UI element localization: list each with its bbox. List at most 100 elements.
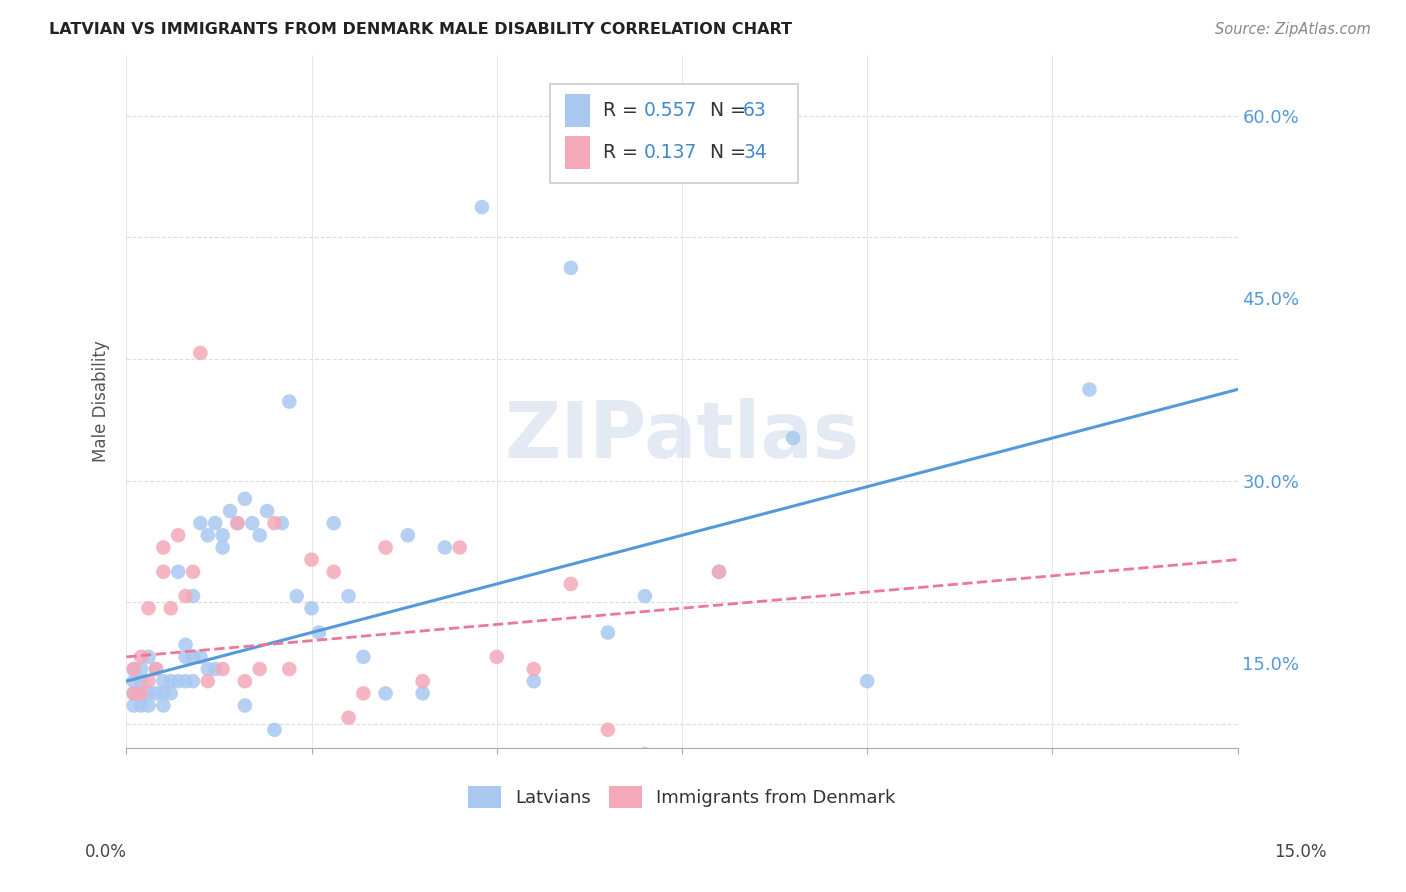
Point bbox=[174, 638, 197, 652]
Point bbox=[145, 662, 167, 676]
Text: ZIPatlas: ZIPatlas bbox=[505, 398, 859, 475]
Point bbox=[233, 674, 256, 689]
Point bbox=[138, 698, 160, 713]
Point bbox=[138, 649, 160, 664]
FancyBboxPatch shape bbox=[565, 94, 589, 128]
Point bbox=[226, 516, 249, 530]
Point bbox=[211, 541, 233, 555]
Point bbox=[412, 686, 434, 700]
Point bbox=[707, 565, 730, 579]
Point bbox=[152, 686, 174, 700]
Point bbox=[322, 516, 344, 530]
Text: 63: 63 bbox=[744, 101, 766, 120]
Point bbox=[129, 698, 152, 713]
Point bbox=[129, 674, 152, 689]
Point bbox=[352, 686, 374, 700]
Point bbox=[596, 625, 619, 640]
Text: R =: R = bbox=[603, 143, 644, 161]
Point bbox=[233, 491, 256, 506]
Text: 0.0%: 0.0% bbox=[84, 843, 127, 861]
Point bbox=[449, 541, 471, 555]
Point bbox=[122, 686, 145, 700]
Point bbox=[560, 260, 582, 275]
Point bbox=[233, 698, 256, 713]
Point bbox=[129, 662, 152, 676]
Text: 0.557: 0.557 bbox=[644, 101, 697, 120]
Point bbox=[433, 541, 456, 555]
Point bbox=[523, 662, 546, 676]
Point bbox=[301, 552, 323, 566]
Point bbox=[190, 346, 212, 360]
Text: 15.0%: 15.0% bbox=[1274, 843, 1327, 861]
Point bbox=[523, 674, 546, 689]
Point bbox=[167, 674, 190, 689]
Text: LATVIAN VS IMMIGRANTS FROM DENMARK MALE DISABILITY CORRELATION CHART: LATVIAN VS IMMIGRANTS FROM DENMARK MALE … bbox=[49, 22, 792, 37]
Point bbox=[190, 649, 212, 664]
Point bbox=[174, 674, 197, 689]
Point bbox=[122, 686, 145, 700]
Text: 0.137: 0.137 bbox=[644, 143, 697, 161]
Point bbox=[1078, 383, 1101, 397]
Point bbox=[174, 649, 197, 664]
Point bbox=[181, 674, 204, 689]
Text: R =: R = bbox=[603, 101, 644, 120]
Point bbox=[174, 589, 197, 603]
Point bbox=[129, 686, 152, 700]
Point bbox=[256, 504, 278, 518]
Point bbox=[167, 528, 190, 542]
Y-axis label: Male Disability: Male Disability bbox=[93, 341, 110, 462]
Point bbox=[856, 674, 879, 689]
Text: N =: N = bbox=[697, 101, 751, 120]
Point bbox=[226, 516, 249, 530]
Point bbox=[152, 698, 174, 713]
Point bbox=[122, 674, 145, 689]
Point bbox=[211, 528, 233, 542]
Point bbox=[122, 698, 145, 713]
Point bbox=[412, 674, 434, 689]
Point bbox=[782, 431, 804, 445]
Point bbox=[152, 541, 174, 555]
Text: Source: ZipAtlas.com: Source: ZipAtlas.com bbox=[1215, 22, 1371, 37]
Point bbox=[278, 662, 301, 676]
Point bbox=[159, 674, 181, 689]
Point bbox=[145, 686, 167, 700]
Point bbox=[263, 516, 285, 530]
Point bbox=[337, 589, 360, 603]
Point bbox=[159, 686, 181, 700]
Point bbox=[138, 686, 160, 700]
Point bbox=[190, 516, 212, 530]
Text: N =: N = bbox=[697, 143, 751, 161]
Point bbox=[270, 516, 292, 530]
Point bbox=[707, 565, 730, 579]
Point bbox=[197, 528, 219, 542]
Point bbox=[167, 565, 190, 579]
Point bbox=[322, 565, 344, 579]
Point bbox=[122, 662, 145, 676]
Point bbox=[197, 662, 219, 676]
Point bbox=[278, 394, 301, 409]
Point bbox=[211, 662, 233, 676]
Point bbox=[152, 674, 174, 689]
Point bbox=[560, 577, 582, 591]
Point bbox=[396, 528, 419, 542]
Point bbox=[181, 589, 204, 603]
Point bbox=[204, 662, 226, 676]
Point bbox=[240, 516, 263, 530]
Point bbox=[308, 625, 330, 640]
Point bbox=[471, 200, 494, 214]
Point bbox=[285, 589, 308, 603]
Point bbox=[138, 601, 160, 615]
Point bbox=[634, 747, 657, 761]
Point bbox=[301, 601, 323, 615]
Point bbox=[337, 711, 360, 725]
Point bbox=[263, 723, 285, 737]
Point bbox=[159, 601, 181, 615]
Point bbox=[485, 649, 508, 664]
Point bbox=[138, 674, 160, 689]
Point bbox=[249, 662, 271, 676]
Text: 34: 34 bbox=[744, 143, 766, 161]
FancyBboxPatch shape bbox=[565, 136, 589, 169]
Point bbox=[374, 541, 396, 555]
Point bbox=[634, 589, 657, 603]
Point bbox=[145, 662, 167, 676]
